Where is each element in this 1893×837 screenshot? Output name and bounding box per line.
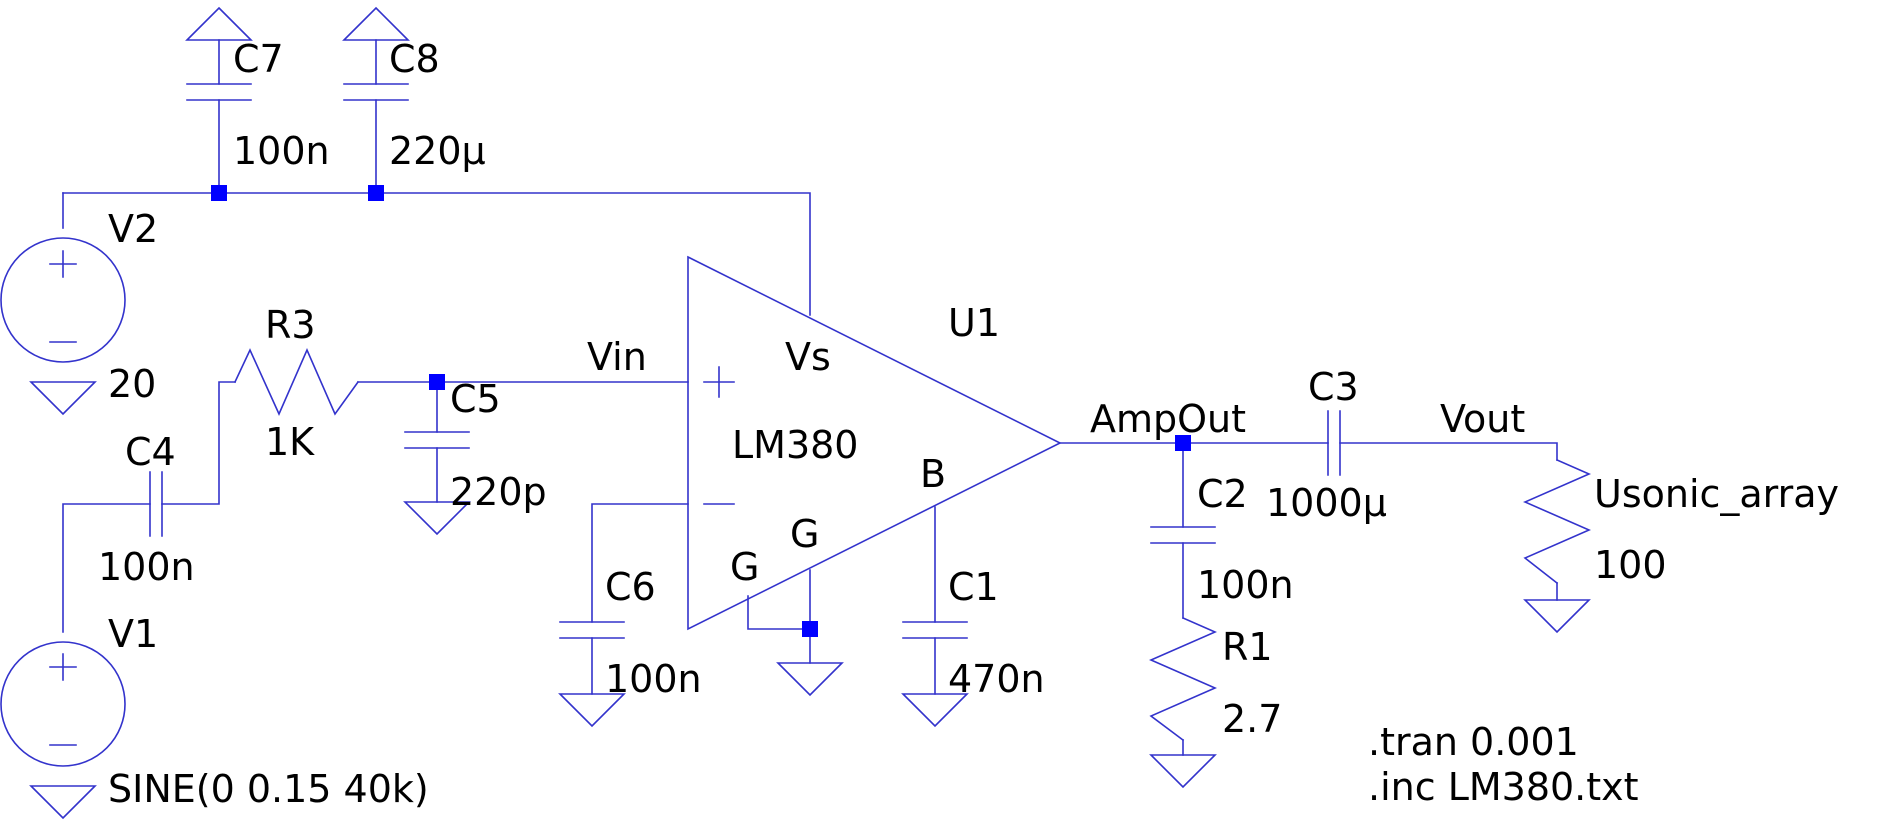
c4-value: 100n (98, 545, 195, 589)
junction-c8 (368, 185, 384, 201)
ground-opamp (776, 662, 844, 697)
spice-directive-inc: .inc LM380.txt (1368, 765, 1639, 809)
c2-name: C2 (1197, 472, 1248, 516)
v2-value: 20 (108, 362, 156, 406)
ground-c6 (558, 693, 626, 728)
r1-name: R1 (1222, 625, 1273, 669)
junctions (211, 185, 1191, 637)
c7-value: 100n (233, 129, 330, 173)
wire-v1-to-c4 (62, 503, 151, 633)
pin-label-g-right: G (790, 512, 819, 556)
wire-c4-to-r3 (161, 381, 236, 505)
v1-value: SINE(0 0.15 40k) (108, 767, 429, 811)
wires (62, 39, 1558, 756)
ground-symbols (29, 381, 1591, 820)
capacitor-c4 (149, 471, 163, 537)
voltage-sources (0, 237, 126, 767)
ground-r1 (1149, 754, 1217, 789)
resistors (233, 348, 1591, 742)
c4-name: C4 (125, 430, 176, 474)
capacitor-c6 (559, 621, 625, 639)
wire-c6 (591, 503, 689, 695)
pin-label-b: B (920, 452, 946, 496)
pin-label-g-left: G (730, 545, 759, 589)
capacitor-c8 (343, 83, 409, 101)
supply-flag-c7 (185, 6, 253, 41)
c3-name: C3 (1308, 365, 1359, 409)
c8-value: 220µ (389, 129, 486, 173)
junction-ground (802, 621, 818, 637)
capacitor-c2 (1150, 526, 1216, 544)
spice-directive-tran: .tran 0.001 (1368, 720, 1579, 764)
voltage-source-v1 (0, 641, 126, 767)
resistor-r3 (233, 348, 360, 416)
c1-value: 470n (948, 657, 1045, 701)
pin-label-vs: Vs (785, 335, 831, 379)
v2-name: V2 (108, 207, 158, 251)
c2-value: 100n (1197, 563, 1294, 607)
r3-value: 1K (265, 420, 315, 464)
load-value: 100 (1594, 543, 1667, 587)
c7-name: C7 (233, 37, 284, 81)
load-name: Usonic_array (1594, 472, 1839, 516)
ground-c5 (403, 501, 471, 536)
c6-name: C6 (605, 565, 656, 609)
capacitors (149, 83, 1341, 639)
wire-ampout (1059, 442, 1558, 461)
ground-v1 (29, 785, 97, 820)
capacitor-c5 (404, 431, 470, 449)
plus-sign (703, 366, 735, 398)
resistor-usonic-array (1523, 458, 1591, 585)
net-label-ampout: AmpOut (1090, 397, 1246, 441)
opamp-u1 (687, 255, 1062, 631)
net-label-vin: Vin (587, 335, 647, 379)
r3-name: R3 (265, 303, 316, 347)
u1-part: LM380 (732, 423, 859, 467)
supply-flags (185, 6, 410, 41)
capacitor-c1 (902, 621, 968, 639)
c1-name: C1 (948, 565, 999, 609)
junction-c5 (429, 374, 445, 390)
ground-v2 (29, 381, 97, 416)
c5-name: C5 (450, 377, 501, 421)
ground-load (1523, 599, 1591, 634)
labels: C7 100n C8 220µ V2 20 R3 1K C4 100n V1 S… (98, 37, 1839, 811)
junction-c7 (211, 185, 227, 201)
v1-name: V1 (108, 612, 158, 656)
capacitor-c3 (1327, 410, 1341, 476)
c6-value: 100n (605, 657, 702, 701)
c5-value: 220p (450, 470, 547, 514)
resistor-r1 (1149, 616, 1217, 742)
supply-flag-c8 (342, 6, 410, 41)
c8-name: C8 (389, 37, 440, 81)
net-label-vout: Vout (1440, 397, 1525, 441)
junction-ampout (1175, 435, 1191, 451)
ground-c1 (901, 693, 969, 728)
voltage-source-v2 (0, 237, 126, 363)
c3-value: 1000µ (1266, 481, 1387, 525)
wire-supply-rail (62, 192, 811, 316)
r1-value: 2.7 (1222, 697, 1282, 741)
u1-name: U1 (948, 301, 1000, 345)
capacitor-c7 (186, 83, 252, 101)
